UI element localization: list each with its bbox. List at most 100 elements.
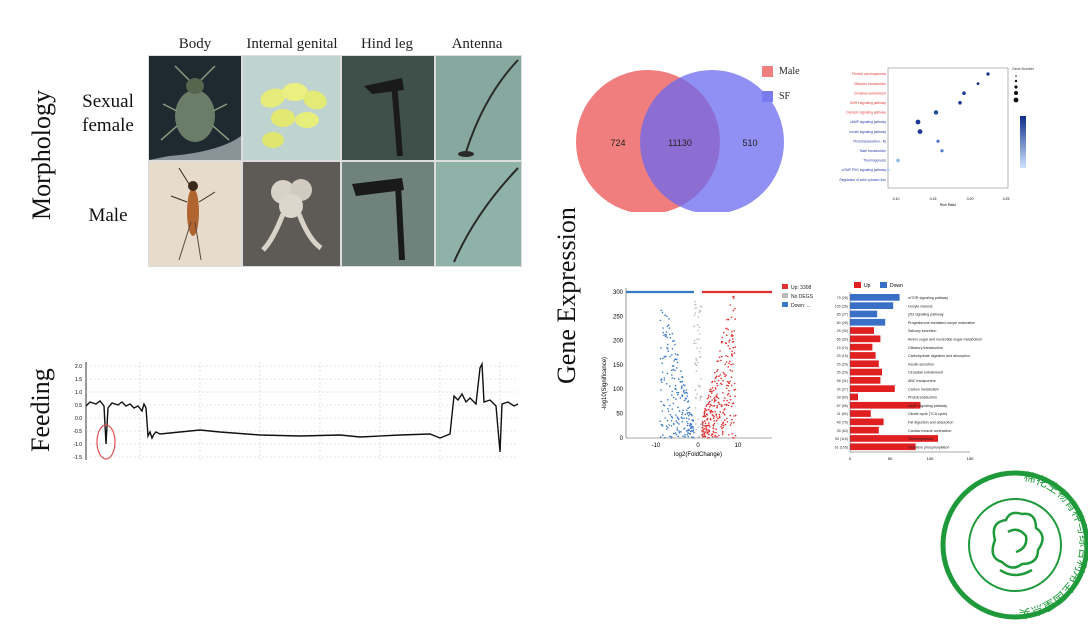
dotplot-legend-title: Gene Number [1012, 67, 1035, 71]
volcano-point-up [718, 434, 720, 437]
bar [850, 302, 894, 309]
feeding-ytick: -0.5 [73, 429, 82, 435]
volcano-point-up [724, 423, 727, 426]
volcano-point-up [717, 401, 720, 404]
volcano-point-up [729, 304, 731, 306]
volcano-point-up [718, 356, 721, 359]
volcano-point-up [716, 370, 718, 373]
row-label-line: female [82, 115, 134, 136]
volcano-point-down [688, 411, 691, 414]
col-head-hind-leg: Hind leg [360, 36, 414, 52]
volcano-point-ns [700, 378, 702, 380]
bar [850, 377, 881, 384]
volcano-legend: Up: 3308 No DEGS Down: ... [782, 284, 813, 311]
volcano-point-up [721, 433, 724, 436]
volcano-point-down [664, 314, 666, 316]
feeding-signal [85, 361, 519, 453]
volcano-point-down [678, 430, 680, 432]
volcano-point-up [725, 355, 727, 357]
volcano-point-up [724, 403, 726, 406]
volcano-point-up [731, 370, 733, 372]
dotplot-dot [962, 91, 966, 95]
volcano-xtick: 0 [696, 443, 700, 449]
volcano-point-up [722, 432, 724, 434]
volcano-point-up [734, 434, 737, 437]
volcano-point-down [675, 420, 678, 422]
kegg-dot-plot: Phorbol carcinogenesis Olfactory transduc… [808, 60, 1048, 210]
volcano-point-down [666, 325, 669, 327]
volcano-point-up [718, 403, 721, 405]
feeding-highlight-circle [96, 424, 116, 460]
volcano-point-down [673, 432, 675, 435]
volcano-point-down [672, 340, 674, 343]
volcano-point-down [662, 327, 664, 329]
volcano-point-ns [693, 325, 695, 327]
volcano-point-down [681, 385, 683, 387]
volcano-point-down [674, 353, 677, 355]
volcano-point-up [729, 395, 732, 397]
legend-swatch [782, 302, 788, 307]
volcano-point-up [720, 404, 723, 407]
volcano-legend-up: Up: 3308 [782, 284, 813, 293]
volcano-point-down [692, 425, 694, 428]
volcano-point-up [725, 361, 728, 363]
dotplot-dot [896, 158, 900, 163]
volcano-point-up [721, 355, 723, 358]
volcano-point-up [708, 394, 710, 397]
volcano-point-down [676, 361, 679, 364]
volcano-point-down [692, 427, 694, 429]
bar-legend-down: Down [890, 283, 903, 289]
volcano-point-up [731, 418, 733, 421]
volcano-point-up [702, 421, 704, 424]
volcano-point-down [660, 309, 663, 312]
volcano-point-up [722, 424, 725, 427]
volcano-point-down [665, 425, 668, 427]
aphid-male-icon [170, 167, 216, 261]
volcano-point-down [667, 324, 670, 326]
volcano-point-down [667, 408, 669, 410]
legend-label: Down: ... [791, 303, 811, 309]
volcano-point-up [729, 347, 731, 350]
dotplot-category-label: cAMP signaling pathway [850, 120, 886, 124]
volcano-point-ns [700, 396, 702, 398]
volcano-point-up [717, 417, 719, 420]
bar-count-label: 80 (28) [837, 321, 848, 325]
volcano-point-up [724, 397, 726, 399]
dotplot-category-label: Phototransduction - fly [853, 139, 886, 143]
eggs-icon [260, 83, 327, 148]
photo-male-body [148, 161, 242, 267]
volcano-ytick: 0 [620, 436, 624, 442]
gene-expression-title: Gene Expression [552, 207, 581, 384]
volcano-point-up [726, 318, 728, 321]
volcano-point-up [730, 384, 733, 387]
volcano-point-down [673, 365, 675, 367]
volcano-point-down [670, 420, 673, 422]
volcano-point-up [727, 385, 730, 387]
volcano-point-down [686, 412, 689, 415]
volcano-point-down [677, 393, 679, 396]
volcano-point-up [717, 379, 720, 382]
volcano-point-up [702, 435, 704, 438]
bar-pathway-label: p53 signaling pathway [908, 313, 944, 317]
legend-label: No DEGS [791, 294, 813, 300]
volcano-point-up [732, 334, 734, 337]
bar-xtick: 150 [967, 456, 974, 461]
volcano-point-down [683, 399, 686, 402]
volcano-point-up [704, 422, 707, 424]
dotplot-size-legend [1013, 75, 1019, 103]
volcano-point-down [686, 395, 689, 397]
volcano-point-up [715, 375, 718, 377]
bar [850, 360, 879, 368]
volcano-point-down [687, 422, 689, 425]
volcano-point-down [682, 409, 684, 412]
bar-pathway-label: Insulin secretion [908, 362, 934, 366]
volcano-point-up [708, 408, 710, 411]
volcano-point-up [706, 413, 708, 415]
volcano-point-up [730, 363, 732, 366]
volcano-point-up [716, 369, 719, 371]
volcano-point-down [676, 429, 679, 431]
volcano-point-down [683, 392, 686, 394]
volcano-point-up [731, 350, 733, 353]
volcano-point-up [710, 434, 713, 437]
volcano-point-up [720, 359, 722, 362]
